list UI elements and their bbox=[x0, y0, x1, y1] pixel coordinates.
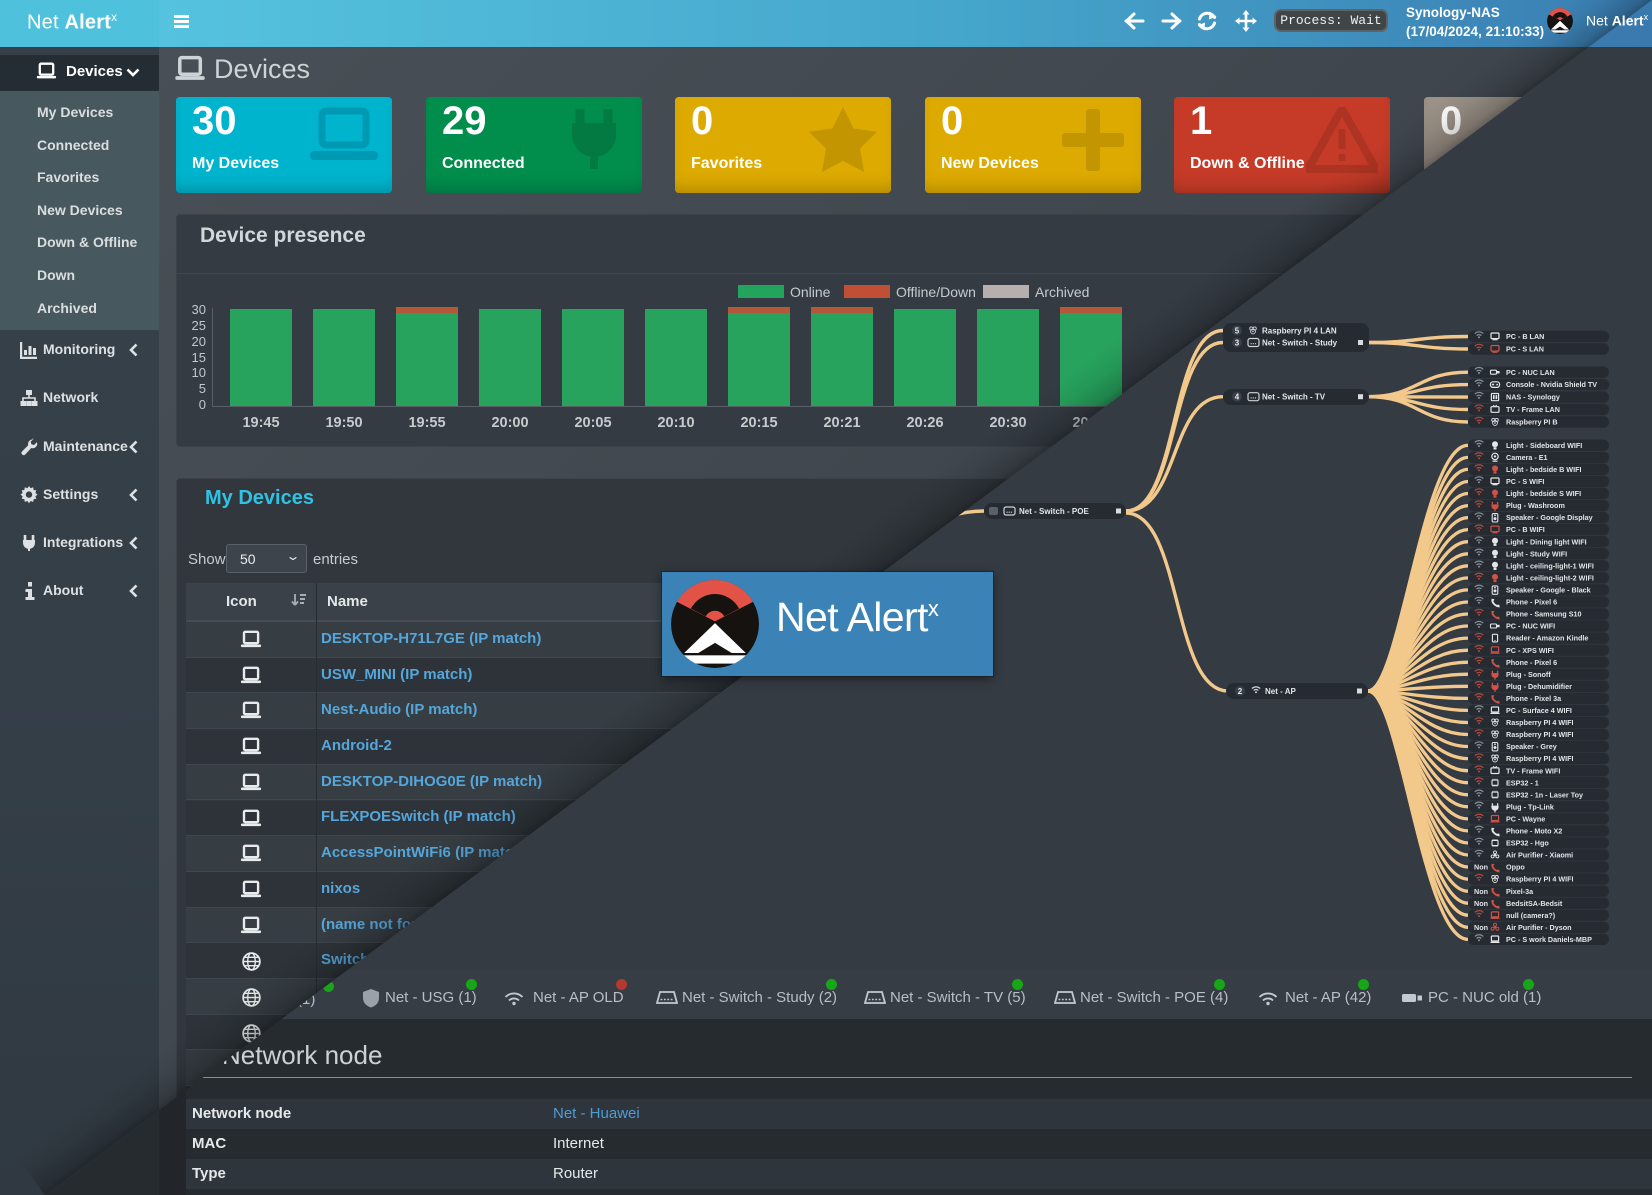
svg-text:Non: Non bbox=[1474, 887, 1488, 896]
svg-text:ESP32 - Hgo: ESP32 - Hgo bbox=[1506, 839, 1549, 848]
svg-text:Net - Switch - TV: Net - Switch - TV bbox=[1262, 393, 1326, 402]
svg-text:ESP32 - 1n - Laser Toy: ESP32 - 1n - Laser Toy bbox=[1506, 790, 1583, 799]
svg-text:Raspberry PI 4 LAN: Raspberry PI 4 LAN bbox=[1262, 327, 1337, 336]
svg-text:NAS - Synology: NAS - Synology bbox=[1506, 393, 1560, 402]
svg-text:PC - S LAN: PC - S LAN bbox=[1506, 345, 1544, 354]
svg-text:Camera - E1: Camera - E1 bbox=[1506, 453, 1548, 462]
svg-text:Net - Switch - POE: Net - Switch - POE bbox=[1019, 507, 1089, 516]
svg-text:PC - Surface 4 WIFI: PC - Surface 4 WIFI bbox=[1506, 706, 1572, 715]
svg-text:BedsitSA-Bedsit: BedsitSA-Bedsit bbox=[1506, 899, 1563, 908]
svg-text:3: 3 bbox=[1235, 338, 1240, 347]
svg-text:TV - Frame WIFI: TV - Frame WIFI bbox=[1506, 766, 1560, 775]
svg-text:Raspberry PI 4 WIFI: Raspberry PI 4 WIFI bbox=[1506, 718, 1574, 727]
svg-text:Light - Sideboard WIFI: Light - Sideboard WIFI bbox=[1506, 441, 1582, 450]
svg-text:Light - bedside B WIFI: Light - bedside B WIFI bbox=[1506, 465, 1581, 474]
svg-text:Net - AP: Net - AP bbox=[1265, 687, 1296, 696]
svg-text:Speaker - Google Display: Speaker - Google Display bbox=[1506, 513, 1593, 522]
svg-text:PC - NUC LAN: PC - NUC LAN bbox=[1506, 368, 1555, 377]
svg-text:null (camera?): null (camera?) bbox=[1506, 911, 1556, 920]
svg-text:Light - bedside S WIFI: Light - bedside S WIFI bbox=[1506, 489, 1581, 498]
svg-text:Light - ceiling-light-1 WIFI: Light - ceiling-light-1 WIFI bbox=[1506, 561, 1594, 570]
svg-text:Raspberry PI B: Raspberry PI B bbox=[1506, 418, 1558, 427]
svg-text:Phone - Samsung S10: Phone - Samsung S10 bbox=[1506, 610, 1582, 619]
svg-text:Speaker - Google - Black: Speaker - Google - Black bbox=[1506, 586, 1591, 595]
svg-text:4: 4 bbox=[1235, 393, 1240, 402]
svg-text:PC - NUC WIFI: PC - NUC WIFI bbox=[1506, 622, 1555, 631]
svg-text:Phone - Pixel 6: Phone - Pixel 6 bbox=[1506, 598, 1557, 607]
svg-text:PC - S work Daniels-MBP: PC - S work Daniels-MBP bbox=[1506, 935, 1592, 944]
svg-text:PC - B LAN: PC - B LAN bbox=[1506, 332, 1544, 341]
svg-text:Plug - Dehumidifier: Plug - Dehumidifier bbox=[1506, 682, 1572, 691]
svg-text:Non: Non bbox=[1474, 923, 1488, 932]
svg-text:Raspberry PI 4 WIFI: Raspberry PI 4 WIFI bbox=[1506, 754, 1574, 763]
svg-text:Air Purifier - Xiaomi: Air Purifier - Xiaomi bbox=[1506, 851, 1573, 860]
svg-text:ESP32 - 1: ESP32 - 1 bbox=[1506, 778, 1539, 787]
svg-text:Plug - Sonoff: Plug - Sonoff bbox=[1506, 670, 1551, 679]
svg-text:Speaker - Grey: Speaker - Grey bbox=[1506, 742, 1557, 751]
svg-text:TV - Frame LAN: TV - Frame LAN bbox=[1506, 405, 1560, 414]
svg-text:Console - Nvidia Shield TV: Console - Nvidia Shield TV bbox=[1506, 380, 1597, 389]
svg-text:Plug - Washroom: Plug - Washroom bbox=[1506, 501, 1565, 510]
svg-text:Air Purifier - Dyson: Air Purifier - Dyson bbox=[1506, 923, 1572, 932]
svg-text:Raspberry PI 4 WIFI: Raspberry PI 4 WIFI bbox=[1506, 875, 1574, 884]
svg-text:Light - ceiling-light-2 WIFI: Light - ceiling-light-2 WIFI bbox=[1506, 574, 1594, 583]
svg-text:Raspberry PI 4 WIFI: Raspberry PI 4 WIFI bbox=[1506, 730, 1574, 739]
svg-text:Plug - Tp-Link: Plug - Tp-Link bbox=[1506, 802, 1554, 811]
svg-text:PC - B WIFI: PC - B WIFI bbox=[1506, 525, 1545, 534]
svg-text:Light - Dining light WIFI: Light - Dining light WIFI bbox=[1506, 537, 1587, 546]
svg-text:PC - XPS WIFI: PC - XPS WIFI bbox=[1506, 646, 1554, 655]
svg-text:PC - Wayne: PC - Wayne bbox=[1506, 815, 1545, 824]
svg-text:Phone - Pixel 3a: Phone - Pixel 3a bbox=[1506, 694, 1562, 703]
svg-text:5: 5 bbox=[1235, 326, 1240, 335]
svg-text:Phone - Pixel 6: Phone - Pixel 6 bbox=[1506, 658, 1557, 667]
svg-text:Light - Study WIFI: Light - Study WIFI bbox=[1506, 549, 1567, 558]
svg-text:Phone - Moto X2: Phone - Moto X2 bbox=[1506, 827, 1562, 836]
svg-text:Non: Non bbox=[1474, 899, 1488, 908]
svg-text:2: 2 bbox=[1238, 687, 1243, 696]
svg-text:Net - Switch - Study: Net - Switch - Study bbox=[1262, 339, 1338, 348]
svg-text:Pixel-3a: Pixel-3a bbox=[1506, 887, 1534, 896]
svg-text:Oppo: Oppo bbox=[1506, 863, 1525, 872]
svg-text:PC - S WIFI: PC - S WIFI bbox=[1506, 477, 1544, 486]
svg-text:Reader - Amazon Kindle: Reader - Amazon Kindle bbox=[1506, 634, 1588, 643]
svg-text:Non: Non bbox=[1474, 863, 1488, 872]
